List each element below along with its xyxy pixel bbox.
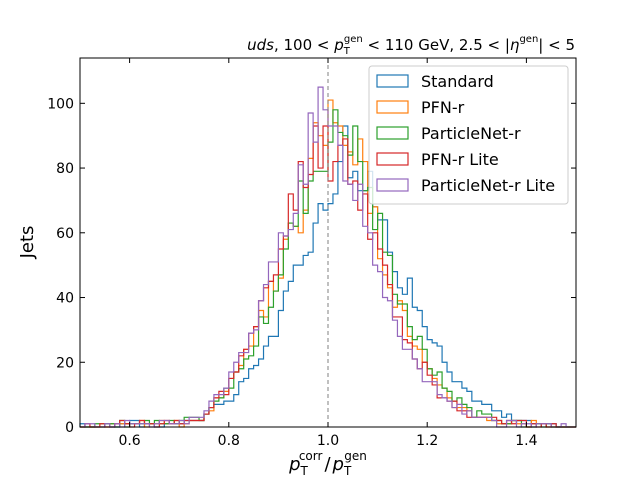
- legend-box: [368, 65, 569, 205]
- y-tick-label-0: 0: [65, 420, 74, 436]
- legend-swatch-pfn-r: [376, 100, 409, 114]
- xlabel-num-sub: T: [300, 464, 309, 478]
- xlabel-num-var: p: [288, 454, 300, 475]
- title-eta-var: η: [510, 36, 520, 54]
- legend: Standard PFN-r ParticleNet-r PFN-r Lite Part…: [368, 65, 569, 205]
- legend-label-standard: Standard: [421, 72, 494, 91]
- xlabel-den-var: p: [332, 454, 344, 475]
- chart-title: uds, 100 < pTgen < 110 GeV, 2.5 < |ηgen|…: [247, 34, 575, 57]
- title-eta-low: 2.5: [459, 36, 483, 54]
- y-tick-label-3: 60: [56, 226, 74, 242]
- title-pt-low: 100: [283, 36, 312, 54]
- title-eta-sup: gen: [519, 34, 538, 45]
- y-tick-label-5: 100: [47, 96, 74, 112]
- title-pt-high: 110 GeV: [385, 36, 450, 54]
- legend-swatch-particlenet-r: [376, 126, 409, 140]
- xlabel-den-sup: gen: [344, 449, 367, 463]
- legend-label-particlenet-r: ParticleNet-r: [421, 124, 521, 143]
- legend-swatch-particlenet-r-lite: [376, 178, 409, 192]
- series-particlenet-r-lite: [80, 86, 576, 428]
- legend-label-particlenet-r-lite: ParticleNet-r Lite: [421, 176, 555, 195]
- legend-swatch-pfn-r-lite: [376, 152, 409, 166]
- legend-entries: Standard PFN-r ParticleNet-r PFN-r Lite Part…: [376, 72, 555, 195]
- y-tick-label-1: 20: [56, 355, 74, 371]
- title-pt-var: p: [333, 36, 344, 54]
- title-eta-high: 5: [565, 36, 575, 54]
- x-tick-label-3: 1.2: [416, 433, 438, 449]
- legend-swatch-standard: [376, 74, 409, 88]
- title-pt-sub: T: [343, 46, 351, 57]
- legend-label-pfn-r-lite: PFN-r Lite: [421, 150, 499, 169]
- y-tick-label-4: 80: [56, 161, 74, 177]
- y-tick-label-2: 40: [56, 291, 74, 307]
- x-tick-label-1: 0.8: [218, 433, 240, 449]
- tick-layer: 0.6 0.8 1.0 1.2 1.4 0 20 40 60 80 100: [47, 58, 576, 449]
- legend-label-pfn-r: PFN-r: [421, 98, 465, 117]
- y-axis-label: Jets: [17, 226, 38, 260]
- x-tick-label-4: 1.4: [515, 433, 537, 449]
- xlabel-slash: /: [324, 454, 331, 475]
- title-pt-sup: gen: [344, 34, 363, 45]
- x-axis-label: pTcorr / pTgen: [288, 449, 367, 478]
- title-flavor: uds: [247, 36, 274, 54]
- xlabel-den-sub: T: [343, 464, 352, 478]
- xlabel-num-sup: corr: [299, 449, 323, 463]
- x-tick-label-2: 1.0: [317, 433, 339, 449]
- x-tick-label-0: 0.6: [118, 433, 140, 449]
